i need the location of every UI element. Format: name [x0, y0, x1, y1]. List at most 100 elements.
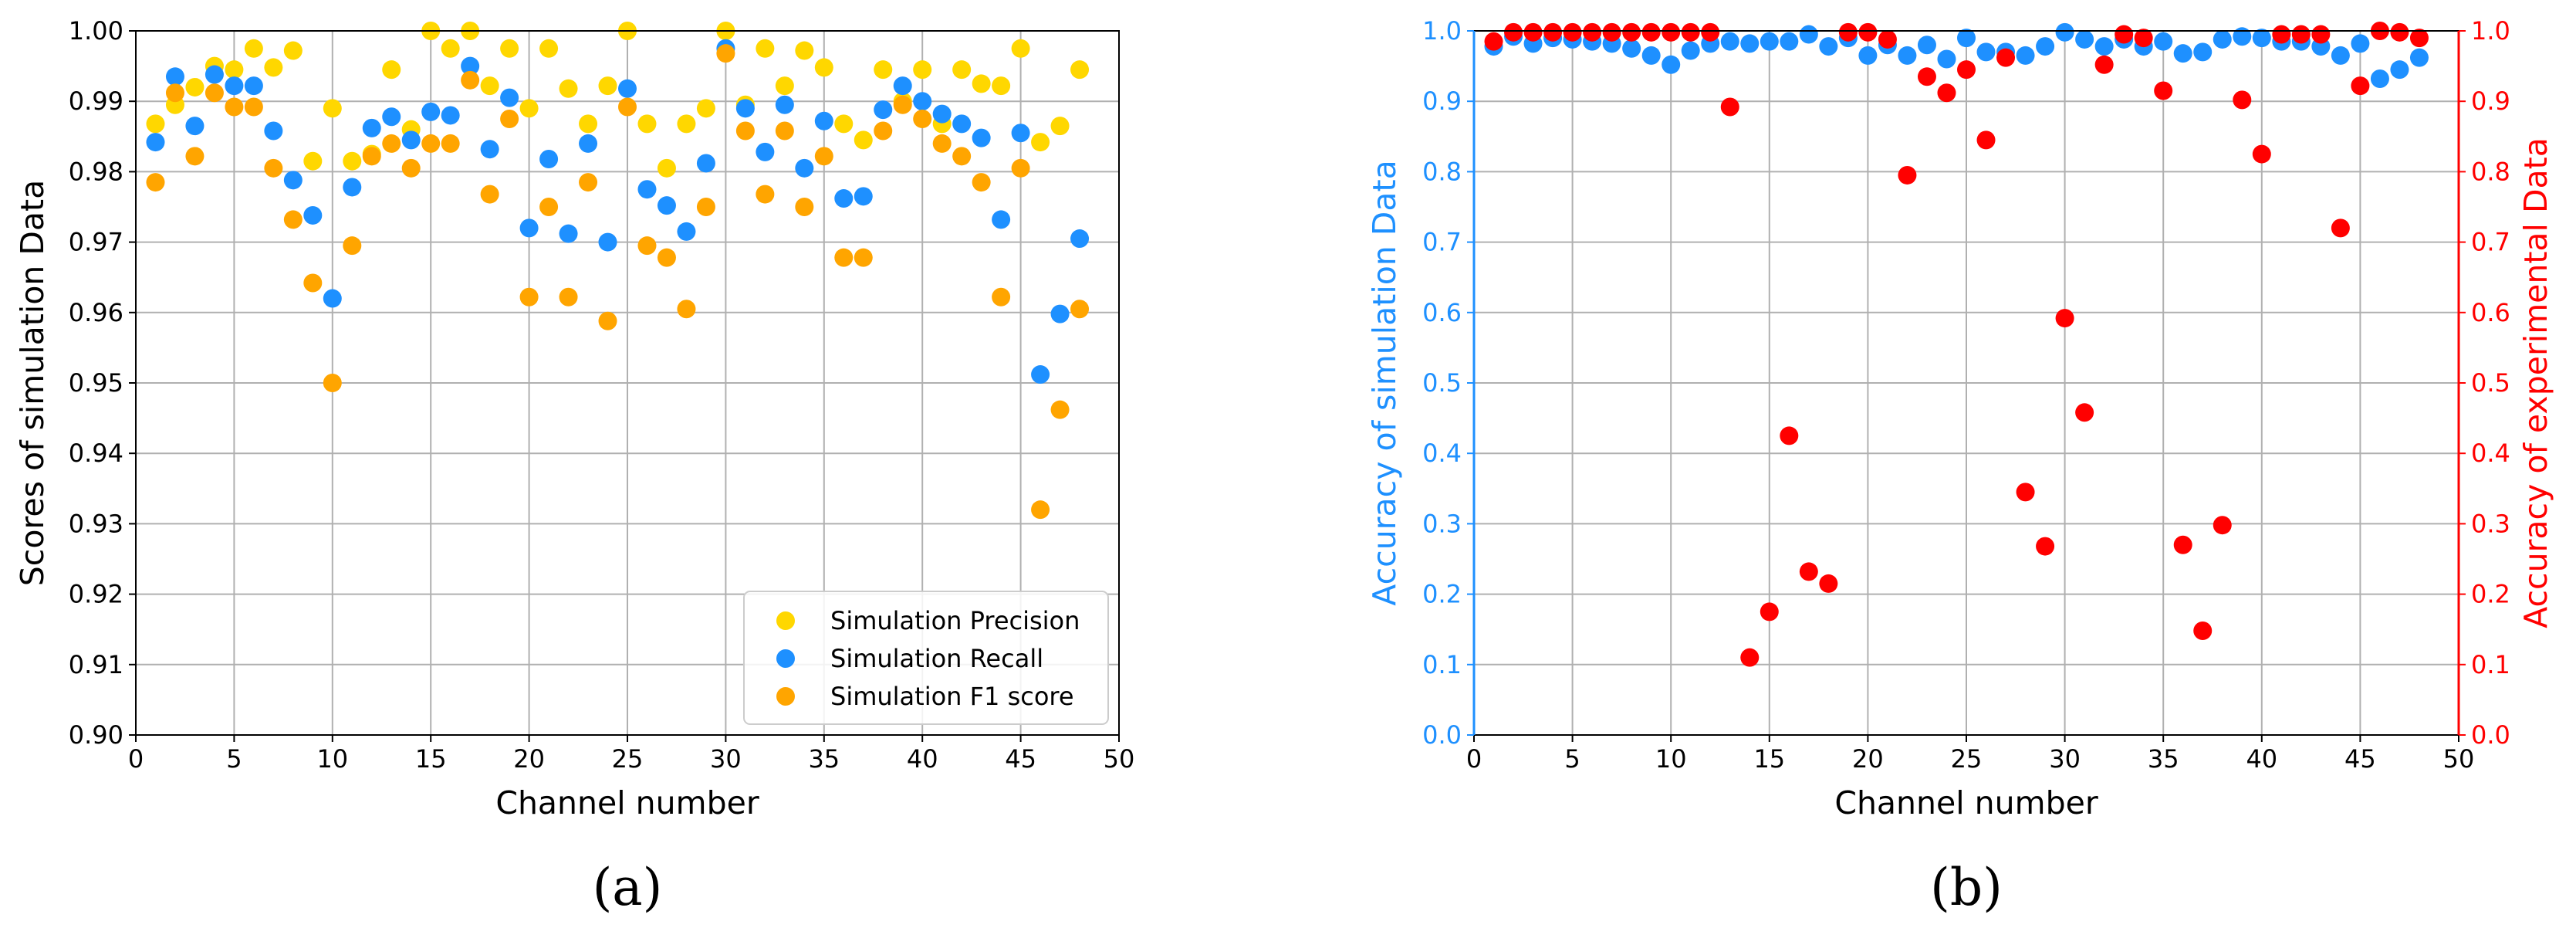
- data-point: [677, 114, 696, 134]
- data-point: [205, 83, 224, 103]
- data-point: [244, 39, 263, 58]
- data-point: [696, 198, 715, 216]
- panel-b-left-y-ticks: 0.0 0.1 0.2 0.3 0.4 0.5 0.6 0.7 0.8 0.9 1.0: [1422, 16, 1474, 750]
- data-point: [1622, 22, 1641, 42]
- data-point: [735, 99, 755, 118]
- data-point: [1937, 83, 1956, 103]
- data-point: [874, 100, 893, 120]
- legend-box: [743, 591, 1109, 725]
- left-y-tick-label: 0.6: [1422, 298, 1462, 327]
- data-point: [2193, 621, 2213, 641]
- data-point: [637, 114, 657, 134]
- data-point: [637, 236, 657, 256]
- data-point: [1996, 48, 2016, 67]
- data-point: [756, 142, 775, 161]
- data-point: [834, 114, 854, 134]
- legend-marker: [776, 611, 795, 630]
- data-point: [952, 147, 972, 166]
- legend-marker: [776, 687, 795, 706]
- legend-label: Simulation Precision: [830, 606, 1080, 635]
- data-point: [2094, 55, 2114, 74]
- data-point: [795, 41, 814, 60]
- data-point: [618, 79, 637, 98]
- data-point: [1760, 32, 1779, 51]
- x-tick-label: 10: [1655, 744, 1687, 774]
- data-point: [992, 210, 1011, 229]
- data-point: [1937, 49, 1956, 69]
- data-point: [1780, 426, 1799, 445]
- data-point: [382, 107, 401, 127]
- data-point: [225, 60, 244, 80]
- panel-b-x-ticks: 0 5 10 15 20 25 30 35 40 45 50: [1466, 735, 2474, 774]
- data-point: [775, 121, 794, 141]
- left-y-tick-label: 0.3: [1422, 509, 1462, 538]
- panel-a-tag: (a): [593, 858, 663, 917]
- data-point: [854, 187, 873, 206]
- panel-b-x-axis-label: Channel number: [1834, 784, 2098, 821]
- data-point: [677, 222, 696, 241]
- data-point: [2173, 535, 2192, 554]
- panel-a-y-axis-label: Scores of simulation Data: [14, 180, 51, 586]
- x-tick-label: 0: [128, 744, 144, 774]
- data-point: [1681, 22, 1700, 42]
- data-point: [814, 111, 833, 130]
- data-point: [2272, 25, 2291, 44]
- panel-b-right-y-axis-label: Accuracy of experimental Data: [2517, 137, 2554, 628]
- data-point: [1720, 97, 1739, 117]
- data-point: [2036, 37, 2055, 56]
- data-point: [2233, 27, 2252, 46]
- panel-b-points: [1484, 22, 2429, 667]
- data-point: [932, 104, 952, 124]
- y-tick-label: 0.95: [69, 368, 123, 398]
- data-point: [480, 185, 499, 204]
- data-point: [1819, 574, 1838, 593]
- data-point: [2154, 32, 2173, 51]
- left-y-tick-label: 0.9: [1422, 86, 1462, 116]
- data-point: [1563, 22, 1582, 42]
- data-point: [2134, 29, 2153, 48]
- data-point: [539, 39, 559, 58]
- data-point: [343, 236, 362, 256]
- data-point: [834, 248, 854, 267]
- data-point: [225, 76, 244, 96]
- data-point: [1031, 500, 1050, 520]
- right-y-tick-label: 0.4: [2471, 439, 2510, 468]
- data-point: [1799, 25, 1818, 44]
- data-point: [146, 173, 165, 192]
- data-point: [795, 198, 814, 216]
- data-point: [519, 287, 539, 307]
- data-point: [244, 76, 263, 96]
- data-point: [1050, 117, 1070, 136]
- legend-marker: [776, 649, 795, 668]
- x-tick-label: 30: [2049, 744, 2081, 774]
- y-tick-label: 0.92: [69, 580, 123, 609]
- data-point: [1917, 36, 1936, 55]
- data-point: [421, 134, 441, 153]
- data-point: [421, 102, 441, 121]
- data-point: [834, 189, 854, 208]
- x-tick-label: 5: [226, 744, 242, 774]
- data-point: [343, 178, 362, 197]
- data-point: [1858, 46, 1878, 65]
- data-point: [2055, 22, 2074, 42]
- data-point: [146, 133, 165, 152]
- data-point: [1031, 133, 1050, 152]
- data-point: [1898, 165, 1917, 185]
- x-tick-label: 35: [808, 744, 840, 774]
- data-point: [323, 99, 342, 118]
- data-point: [1602, 22, 1621, 42]
- data-point: [362, 147, 381, 166]
- x-tick-label: 35: [2148, 744, 2179, 774]
- data-point: [913, 60, 932, 80]
- data-point: [1858, 22, 1878, 42]
- panel-a-chart: 0 5 10 15 20 25 30 35 40 45 50 0.900.910.920.930.9…: [14, 16, 1134, 821]
- y-tick-label: 0.97: [69, 228, 123, 257]
- data-point: [185, 77, 205, 97]
- data-point: [343, 151, 362, 171]
- x-tick-label: 15: [415, 744, 447, 774]
- data-point: [1484, 32, 1503, 51]
- right-y-tick-label: 0.6: [2471, 298, 2510, 327]
- data-point: [1720, 32, 1739, 51]
- data-point: [2213, 516, 2232, 535]
- data-point: [1662, 55, 1681, 74]
